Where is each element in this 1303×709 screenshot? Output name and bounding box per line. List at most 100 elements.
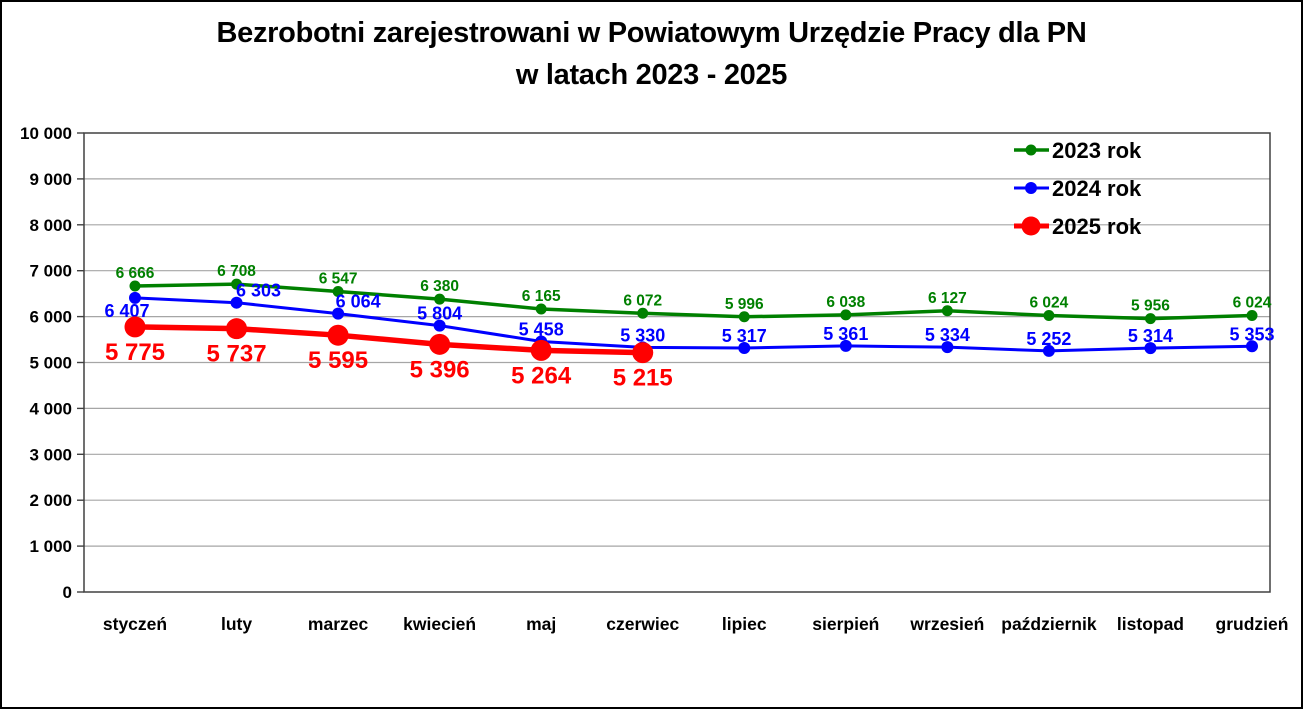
data-label: 6 024 [1030, 294, 1069, 311]
data-label: 6 407 [104, 301, 149, 321]
y-axis-label: 3 000 [29, 445, 72, 464]
data-label: 6 547 [319, 270, 358, 287]
data-point [738, 311, 750, 323]
data-point [530, 339, 552, 361]
data-label: 6 380 [420, 278, 459, 295]
legend-label: 2024 rok [1052, 176, 1142, 201]
data-label: 5 353 [1229, 324, 1274, 344]
data-label: 5 956 [1131, 298, 1170, 315]
legend-item: 2024 rok [1014, 176, 1142, 201]
x-axis-label: październik [1001, 614, 1097, 634]
y-axis-label: 9 000 [29, 170, 72, 189]
y-axis-label: 6 000 [29, 308, 72, 327]
data-label: 5 804 [417, 304, 462, 324]
data-point [941, 341, 954, 354]
x-axis-label: styczeń [103, 614, 167, 634]
data-point [1042, 344, 1055, 357]
data-label: 5 264 [511, 362, 572, 389]
chart-subtitle: w latach 2023 - 2025 [515, 59, 788, 91]
data-label: 6 064 [336, 292, 381, 312]
series-2024-rok: 6 407 6 303 6 064 5 804 5 458 5 330 5 317 5 361… [104, 281, 1275, 357]
y-axis-label: 8 000 [29, 216, 72, 235]
data-label: 6 303 [236, 281, 281, 301]
data-point [1144, 313, 1156, 325]
data-point [1246, 340, 1258, 353]
data-label: 5 330 [620, 325, 665, 345]
y-axis-label: 10 000 [20, 124, 72, 143]
x-axis-label: maj [526, 614, 556, 634]
legend-marker [1021, 216, 1041, 236]
data-point [433, 319, 446, 332]
series-2023-rok: 6 666 6 708 6 547 6 380 6 165 6 072 5 996 6 038… [116, 263, 1272, 325]
data-point [230, 296, 243, 309]
data-point [429, 333, 451, 355]
y-axis-label: 4 000 [29, 399, 72, 418]
data-point [941, 305, 953, 317]
x-axis-label: lipiec [722, 614, 767, 634]
data-label: 5 775 [105, 339, 165, 366]
data-point [332, 285, 344, 297]
series-2025-rok: 5 775 5 737 5 595 5 396 5 264 5 215 [105, 316, 673, 392]
data-label: 5 996 [725, 296, 764, 313]
data-point [637, 307, 649, 319]
data-label: 5 737 [207, 341, 267, 368]
plot-frame [83, 132, 1271, 593]
data-point [738, 341, 751, 354]
legend-marker [1025, 144, 1037, 156]
x-axis-label: luty [221, 614, 252, 634]
x-axis-label: grudzień [1216, 614, 1289, 634]
legend-marker [1025, 182, 1037, 194]
y-axis-label: 2 000 [29, 491, 72, 510]
x-axis-label: kwiecień [403, 614, 476, 634]
data-point [1246, 309, 1258, 321]
data-label: 6 072 [623, 292, 662, 309]
data-label: 6 708 [217, 263, 256, 280]
data-point [124, 316, 146, 338]
data-label: 6 165 [522, 288, 561, 305]
data-label: 5 317 [722, 326, 767, 346]
series-line [134, 282, 1253, 321]
y-axis-label: 1 000 [29, 537, 72, 556]
data-label: 5 458 [519, 319, 564, 339]
data-point [1144, 342, 1157, 355]
data-label: 5 361 [823, 324, 868, 344]
x-axis-label: marzec [308, 614, 369, 634]
y-axis-label: 7 000 [29, 262, 72, 281]
data-point [632, 342, 654, 364]
data-point [129, 291, 141, 304]
data-label: 5 595 [308, 347, 368, 374]
data-label: 6 127 [928, 290, 967, 307]
legend-item: 2025 rok [1014, 214, 1142, 239]
y-axis-label: 0 [63, 583, 72, 602]
data-label: 6 666 [116, 265, 155, 282]
data-point [129, 280, 141, 292]
data-point [226, 318, 248, 340]
data-point [535, 303, 547, 315]
gridlines [77, 132, 1270, 593]
y-axis-label: 5 000 [29, 354, 72, 373]
legend-item: 2023 rok [1014, 138, 1142, 163]
series-line [134, 296, 1253, 353]
data-label: 6 024 [1233, 294, 1272, 311]
data-label: 5 314 [1128, 326, 1173, 346]
chart-title: Bezrobotni zarejestrowani w Powiatowym U… [216, 17, 1087, 49]
legend: 2023 rok 2024 rok 2025 rok [1014, 138, 1142, 239]
x-axis-label: listopad [1117, 614, 1184, 634]
x-axis-label: czerwiec [606, 614, 679, 634]
data-point [327, 324, 349, 346]
data-point [839, 339, 852, 352]
data-label: 5 215 [613, 365, 673, 392]
x-axis-label: sierpień [812, 614, 879, 634]
data-label: 5 334 [925, 325, 970, 345]
data-label: 5 252 [1026, 329, 1071, 349]
y-axis-labels: 0 1 000 2 000 3 000 4 000 5 000 6 000 7 000 8 00… [20, 124, 72, 602]
data-point [434, 293, 446, 305]
data-label: 6 038 [826, 294, 865, 311]
legend-label: 2025 rok [1052, 214, 1142, 239]
x-axis-labels: styczeń luty marzec kwiecień maj czerwiec lipi… [103, 614, 1289, 634]
chart-title-block: Bezrobotni zarejestrowani w Powiatowym U… [2, 12, 1301, 96]
x-axis-label: wrzesień [909, 614, 984, 634]
data-point [840, 309, 852, 321]
